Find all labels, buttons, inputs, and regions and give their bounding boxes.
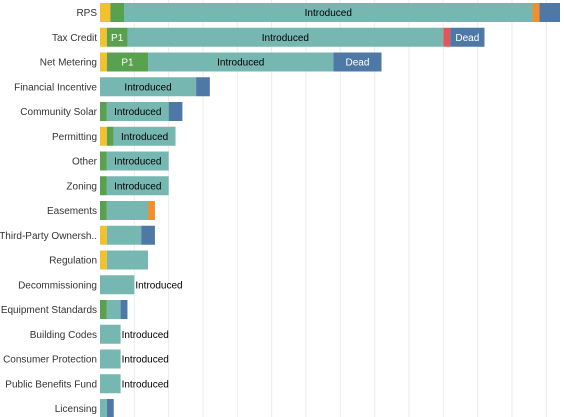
- bar-segment-public-benefits-fund-introduced[interactable]: [100, 374, 121, 394]
- bar-segment-regulation-p2[interactable]: [100, 250, 107, 270]
- data-label-net-metering-p1: P1: [121, 58, 134, 69]
- bar-segment-rps-dead[interactable]: [539, 3, 560, 22]
- bar-segment-consumer-protection-introduced[interactable]: [100, 349, 121, 369]
- data-label-rps-introduced: Introduced: [305, 8, 352, 19]
- category-label-decommissioning: Decommissioning: [18, 280, 97, 291]
- bar-segment-net-metering-p2[interactable]: [100, 52, 107, 72]
- data-label-net-metering-introduced: Introduced: [217, 58, 264, 69]
- bar-segment-rps-introduced[interactable]: [124, 3, 533, 22]
- bar-segment-community-solar-p1[interactable]: [100, 102, 107, 121]
- category-label-third-party-ownersh: Third-Party Ownersh..: [0, 231, 97, 242]
- category-label-financial-incentive: Financial Incentive: [14, 82, 97, 93]
- category-label-other: Other: [72, 157, 98, 168]
- category-labels: RPS Tax Credit Net Metering Financial Incen…: [0, 8, 98, 415]
- bar-segment-tax-credit-p2[interactable]: [100, 27, 107, 47]
- data-label-financial-incentive-introduced: Introduced: [124, 82, 171, 93]
- bar-segment-net-metering-introduced[interactable]: [148, 52, 334, 72]
- bar-segment-permitting-p1[interactable]: [106, 126, 114, 146]
- data-label-tax-credit-dead: Dead: [455, 33, 479, 44]
- category-label-rps: RPS: [76, 8, 97, 19]
- bar-segment-third-party-ownersh-dead[interactable]: [141, 225, 155, 245]
- category-label-zoning: Zoning: [66, 181, 97, 192]
- bar-segment-zoning-p1[interactable]: [100, 176, 107, 196]
- bar-segment-zoning-introduced[interactable]: [106, 176, 169, 196]
- data-label-community-solar-introduced: Introduced: [114, 107, 161, 118]
- data-label-permitting-introduced: Introduced: [121, 132, 168, 143]
- category-label-consumer-protection: Consumer Protection: [3, 355, 97, 366]
- bar-segment-tax-credit-dead[interactable]: [450, 27, 485, 47]
- category-label-tax-credit: Tax Credit: [52, 33, 97, 44]
- bar-segment-permitting-introduced[interactable]: [113, 126, 176, 146]
- bar-segment-rps-p2[interactable]: [100, 3, 111, 22]
- bar-segment-equipment-standards-introduced[interactable]: [106, 300, 121, 319]
- category-label-building-codes: Building Codes: [30, 330, 97, 341]
- category-label-public-benefits-fund: Public Benefits Fund: [5, 379, 97, 390]
- category-label-net-metering: Net Metering: [40, 58, 97, 69]
- category-label-licensing: Licensing: [55, 404, 97, 415]
- bar-segment-regulation-introduced[interactable]: [106, 250, 149, 270]
- bar-segment-permitting-p2[interactable]: [100, 126, 107, 146]
- bar-segment-easements-introduced[interactable]: [106, 201, 149, 220]
- bar-segment-community-solar-introduced[interactable]: [106, 102, 169, 121]
- bar-segment-other-p1[interactable]: [100, 151, 107, 171]
- bar-segment-community-solar-dead[interactable]: [168, 102, 183, 121]
- bar-segment-equipment-standards-p1[interactable]: [100, 300, 107, 319]
- data-label-other-introduced: Introduced: [114, 157, 161, 168]
- bar-segment-building-codes-introduced[interactable]: [100, 324, 121, 344]
- bar-segment-equipment-standards-dead[interactable]: [120, 300, 128, 319]
- category-label-permitting: Permitting: [52, 132, 97, 143]
- bar-segment-licensing-introduced[interactable]: [100, 399, 107, 417]
- bar-segment-tax-credit-introduced[interactable]: [127, 27, 444, 47]
- bar-segment-financial-incentive-introduced[interactable]: [100, 77, 197, 97]
- category-label-equipment-standards: Equipment Standards: [1, 305, 97, 316]
- data-label-decommissioning-introduced: Introduced: [135, 280, 182, 291]
- bar-segment-tax-credit-p1[interactable]: [106, 27, 128, 47]
- bar-segment-rps-amber[interactable]: [532, 3, 540, 22]
- bar-segment-net-metering-p1[interactable]: [106, 52, 149, 72]
- category-label-regulation: Regulation: [49, 256, 97, 267]
- bar-segment-decommissioning-introduced[interactable]: [100, 275, 135, 295]
- bar-segment-financial-incentive-dead[interactable]: [196, 77, 210, 97]
- bar-segment-third-party-ownersh-introduced[interactable]: [106, 225, 142, 245]
- data-label-net-metering-dead: Dead: [346, 58, 370, 69]
- bars: P2P1IntroducedP1IntroducedDeadP1Introduc…: [100, 3, 560, 417]
- bar-segment-rps-p1[interactable]: [110, 3, 125, 22]
- data-label-building-codes-introduced: Introduced: [122, 330, 169, 341]
- data-label-public-benefits-fund-introduced: Introduced: [122, 379, 169, 390]
- category-label-easements: Easements: [47, 206, 97, 217]
- bar-segment-tax-credit-red[interactable]: [443, 27, 451, 47]
- category-label-community-solar: Community Solar: [20, 107, 97, 118]
- data-label-tax-credit-introduced: Introduced: [262, 33, 309, 44]
- bar-segment-other-introduced[interactable]: [106, 151, 169, 171]
- bar-segment-easements-amber[interactable]: [148, 201, 155, 220]
- bar-segment-net-metering-dead[interactable]: [333, 52, 382, 72]
- bar-segment-third-party-ownersh-p2[interactable]: [100, 225, 107, 245]
- data-label-tax-credit-p1: P1: [111, 33, 124, 44]
- bar-segment-easements-p1[interactable]: [100, 201, 107, 220]
- bar-segment-licensing-dead[interactable]: [106, 399, 114, 417]
- data-label-zoning-introduced: Introduced: [114, 181, 161, 192]
- data-label-consumer-protection-introduced: Introduced: [122, 355, 169, 366]
